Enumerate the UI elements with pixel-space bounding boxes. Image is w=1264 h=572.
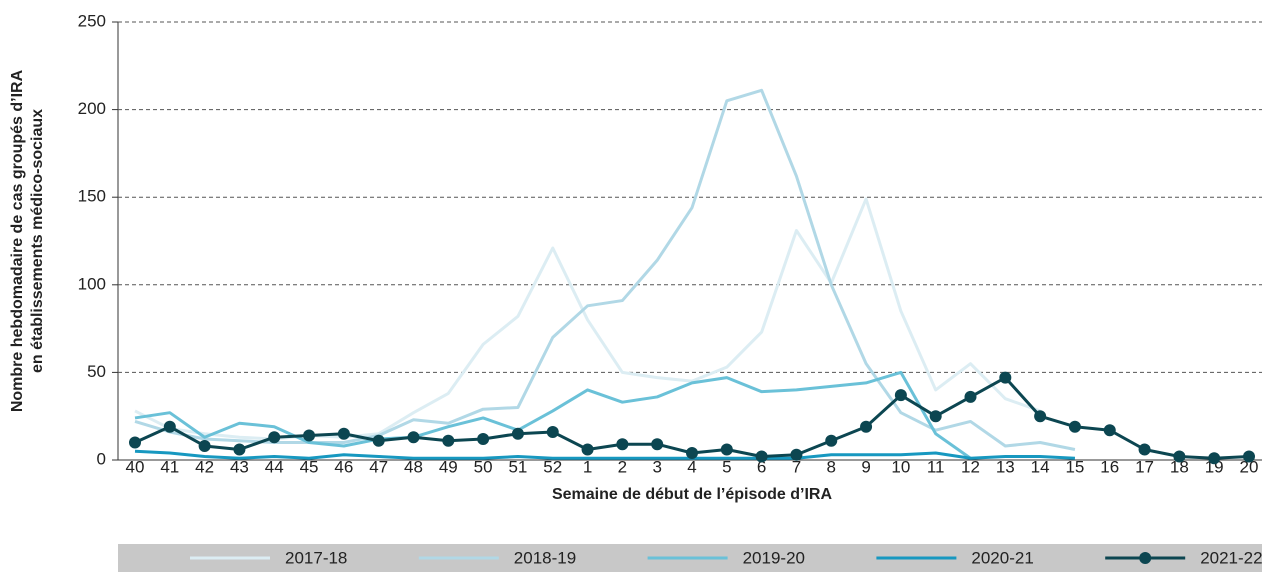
series-marker — [999, 371, 1012, 384]
x-tick-label: 20 — [1240, 457, 1259, 476]
x-tick-label: 6 — [757, 457, 766, 476]
x-tick-label: 42 — [195, 457, 214, 476]
x-tick-label: 46 — [334, 457, 353, 476]
series-marker — [129, 436, 141, 449]
x-tick-label: 13 — [996, 457, 1015, 476]
x-tick-label: 14 — [1031, 457, 1050, 476]
x-tick-label: 17 — [1135, 457, 1154, 476]
series-line — [134, 449, 1076, 460]
series-marker — [720, 443, 733, 456]
x-tick-label: 45 — [300, 457, 319, 476]
x-tick-label: 44 — [265, 457, 284, 476]
series-marker — [1103, 424, 1116, 437]
x-tick-label: 8 — [827, 457, 836, 476]
series-marker — [860, 420, 873, 433]
series-marker — [1243, 450, 1255, 463]
series-marker — [1068, 420, 1081, 433]
x-tick-label: 4 — [687, 457, 696, 476]
x-tick-label: 9 — [861, 457, 870, 476]
x-tick-label: 19 — [1205, 457, 1224, 476]
y-axis-title: en établissements médico-sociaux — [29, 109, 46, 373]
series-marker — [1138, 443, 1151, 456]
x-tick-label: 16 — [1100, 457, 1119, 476]
x-tick-label: 15 — [1065, 457, 1084, 476]
series-marker — [651, 438, 664, 451]
series-marker — [825, 434, 838, 447]
series-marker — [790, 448, 803, 461]
legend-label: 2018-19 — [514, 548, 576, 567]
series-marker — [755, 450, 768, 463]
x-tick-label: 51 — [508, 457, 527, 476]
series-marker — [929, 410, 942, 423]
series-marker — [337, 427, 350, 440]
x-tick-label: 10 — [891, 457, 910, 476]
y-axis-title: Nombre hebdomadaire de cas groupés d’IRA — [9, 69, 26, 412]
series-marker — [1173, 450, 1186, 463]
legend-label: 2021-22 — [1200, 548, 1262, 567]
x-tick-label: 3 — [652, 457, 661, 476]
y-tick-label: 50 — [87, 362, 106, 381]
legend-label: 2019-20 — [743, 548, 805, 567]
x-tick-label: 41 — [160, 457, 179, 476]
series-marker — [511, 427, 524, 440]
legend-marker — [1139, 552, 1152, 564]
series-line — [134, 376, 1250, 460]
legend-label: 2020-21 — [971, 548, 1033, 567]
series-marker — [268, 431, 281, 444]
x-tick-label: 5 — [722, 457, 731, 476]
legend-label: 2017-18 — [285, 548, 347, 567]
series-marker — [163, 420, 176, 433]
x-tick-label: 52 — [543, 457, 562, 476]
series-marker — [198, 439, 211, 452]
x-tick-label: 47 — [369, 457, 388, 476]
series-marker — [894, 389, 907, 402]
x-tick-label: 12 — [961, 457, 980, 476]
y-tick-label: 250 — [78, 11, 106, 30]
x-axis-title: Semaine de début de l’épisode d’IRA — [552, 486, 833, 503]
x-tick-label: 11 — [927, 457, 945, 476]
y-tick-label: 100 — [78, 274, 106, 293]
x-tick-label: 48 — [404, 457, 423, 476]
x-tick-label: 49 — [439, 457, 458, 476]
series-line — [134, 370, 972, 460]
x-tick-label: 50 — [474, 457, 493, 476]
x-tick-label: 1 — [583, 457, 592, 476]
series-marker — [1034, 410, 1047, 423]
series-marker — [442, 434, 455, 447]
series-marker — [686, 446, 698, 459]
series-line — [134, 197, 1041, 441]
y-tick-label: 0 — [97, 449, 106, 468]
x-tick-label: 7 — [792, 457, 801, 476]
series-marker — [477, 432, 490, 445]
x-tick-label: 18 — [1170, 457, 1189, 476]
series-marker — [964, 390, 977, 403]
y-tick-label: 200 — [78, 99, 106, 118]
x-tick-label: 40 — [126, 457, 145, 476]
series-marker — [407, 431, 420, 444]
series-marker — [233, 443, 246, 456]
series-line — [134, 88, 1076, 451]
series-marker — [303, 429, 316, 442]
series-marker — [616, 438, 629, 451]
series-marker — [581, 443, 594, 456]
x-tick-label: 43 — [230, 457, 249, 476]
series-marker — [372, 434, 385, 447]
series-marker — [1208, 452, 1221, 465]
x-tick-label: 2 — [618, 457, 627, 476]
y-tick-label: 150 — [78, 187, 106, 206]
series-marker — [546, 425, 559, 438]
